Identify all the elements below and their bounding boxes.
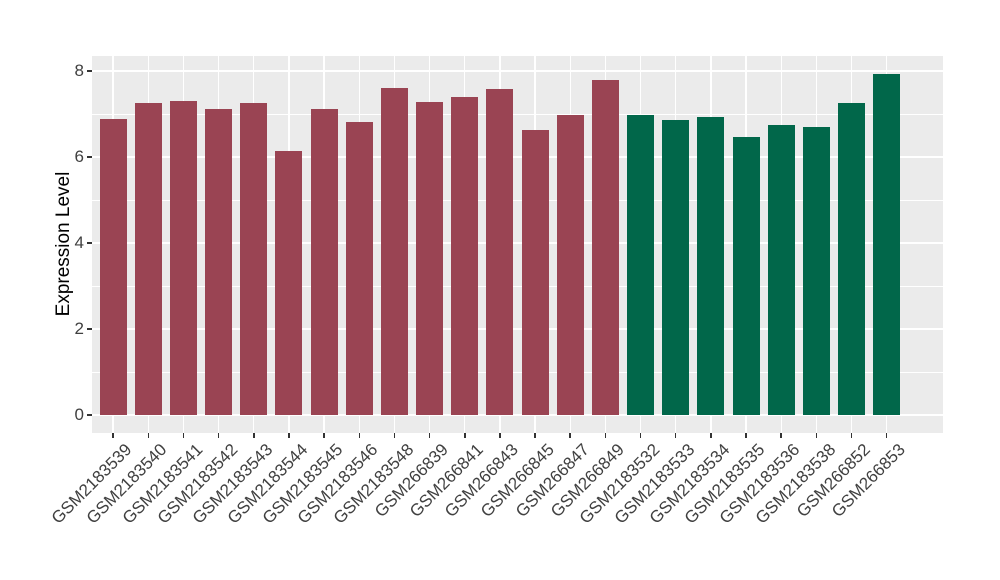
bar-GSM266845 — [521, 129, 549, 415]
bar-GSM266849 — [591, 80, 619, 415]
bar-GSM2183541 — [169, 100, 197, 415]
y-tick-label: 6 — [74, 147, 84, 166]
y-tick-mark — [87, 328, 92, 330]
bar-GSM2183542 — [205, 109, 233, 415]
plot-panel — [92, 56, 943, 433]
x-tick-mark — [815, 433, 818, 438]
gridline-major — [92, 70, 943, 72]
y-tick-label: 8 — [74, 61, 84, 80]
bar-GSM266847 — [556, 114, 584, 415]
x-tick-mark — [780, 433, 782, 438]
y-tick-label: 0 — [74, 405, 84, 424]
bar-GSM2183532 — [627, 114, 655, 415]
bar-GSM2183536 — [767, 125, 795, 415]
x-tick-mark — [288, 433, 290, 438]
bar-GSM266852 — [838, 103, 866, 415]
x-tick-mark — [358, 433, 360, 438]
gridline-minor — [92, 200, 943, 201]
y-tick-mark — [87, 156, 92, 158]
bar-GSM266839 — [416, 101, 444, 415]
x-tick-mark — [253, 433, 255, 438]
x-tick-mark — [639, 433, 642, 438]
x-tick-mark — [147, 433, 149, 438]
bar-GSM266853 — [873, 74, 901, 415]
bar-GSM2183535 — [732, 136, 760, 415]
y-tick-label: 2 — [74, 319, 84, 338]
gridline-major — [92, 156, 943, 158]
bar-GSM2183538 — [802, 126, 830, 415]
bar-GSM2183540 — [134, 102, 162, 415]
gridline-major — [92, 414, 943, 416]
bar-GSM2183548 — [380, 88, 408, 415]
y-tick-mark — [87, 242, 92, 244]
bar-GSM2183533 — [662, 120, 690, 415]
x-tick-mark — [604, 433, 607, 438]
y-tick-mark — [87, 70, 92, 72]
gridline-major — [92, 328, 943, 330]
gridline-minor — [92, 114, 943, 115]
bar-GSM2183534 — [697, 117, 725, 415]
x-tick-mark — [885, 433, 888, 438]
x-tick-mark — [850, 433, 853, 438]
gridline-major — [92, 242, 943, 244]
x-tick-mark — [464, 433, 466, 438]
x-tick-mark — [710, 433, 712, 438]
x-tick-mark — [745, 433, 747, 438]
y-tick-label: 4 — [74, 233, 84, 252]
bar-GSM2183543 — [240, 102, 268, 415]
x-tick-mark — [182, 433, 185, 438]
bar-GSM2183545 — [310, 108, 338, 415]
gridline-minor — [92, 372, 943, 373]
bar-GSM2183539 — [99, 119, 127, 415]
x-tick-mark — [569, 433, 571, 438]
x-tick-mark — [674, 433, 677, 438]
bar-GSM266843 — [486, 89, 514, 415]
x-tick-mark — [499, 433, 501, 438]
x-tick-mark — [217, 433, 220, 438]
bar-GSM266841 — [451, 96, 479, 415]
gridline-minor — [92, 286, 943, 287]
x-tick-mark — [112, 433, 114, 438]
y-tick-mark — [87, 414, 92, 416]
x-tick-mark — [534, 433, 536, 438]
bar-GSM2183546 — [345, 121, 373, 415]
x-tick-mark — [428, 433, 431, 438]
bar-GSM2183544 — [275, 150, 303, 415]
x-tick-mark — [323, 433, 325, 438]
x-tick-mark — [393, 433, 396, 438]
